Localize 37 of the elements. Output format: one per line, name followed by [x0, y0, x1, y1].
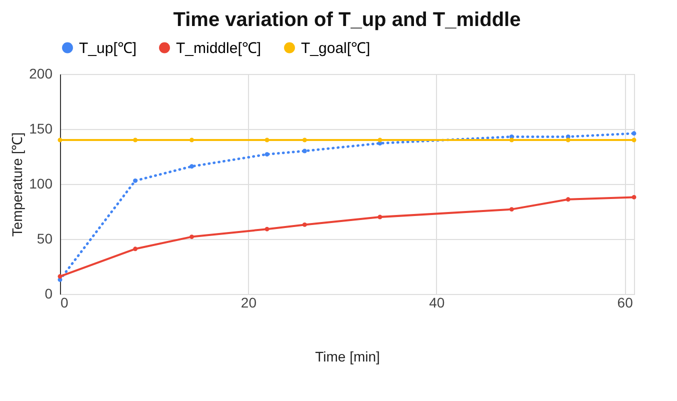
point — [264, 152, 270, 157]
point — [58, 274, 62, 279]
point — [378, 138, 382, 142]
x-tick-label: 20 — [240, 294, 257, 310]
point — [302, 138, 307, 142]
point — [632, 138, 636, 142]
point — [264, 226, 270, 232]
legend-label: T_up[℃] — [79, 40, 137, 57]
point — [190, 234, 194, 240]
legend-label: T_goal[℃] — [301, 40, 370, 57]
point — [133, 178, 138, 183]
point — [190, 164, 194, 169]
x-tick-label: 60 — [617, 294, 634, 310]
y-tick-label: 150 — [29, 120, 53, 136]
y-tick-label: 100 — [29, 176, 53, 192]
legend-label: T_middle[℃] — [176, 40, 262, 57]
point — [378, 214, 382, 220]
point — [509, 138, 514, 142]
chart-title: Time variation of T_up and T_middle — [173, 9, 521, 31]
x-axis-title: Time [min] — [315, 348, 380, 364]
y-axis-title: Temperature [℃] — [9, 132, 26, 237]
point — [566, 197, 570, 202]
point — [566, 138, 570, 142]
point — [190, 138, 194, 142]
point — [133, 138, 138, 142]
x-tick-label: 40 — [429, 294, 445, 310]
point — [133, 246, 138, 252]
point — [58, 138, 62, 142]
point — [509, 207, 514, 212]
point — [632, 131, 636, 136]
point — [302, 222, 307, 227]
y-tick-label: 50 — [36, 230, 53, 246]
point — [302, 148, 307, 154]
point — [264, 138, 270, 142]
point — [632, 194, 636, 200]
x-tick-label: 0 — [60, 294, 68, 310]
y-tick-label: 200 — [29, 66, 53, 82]
